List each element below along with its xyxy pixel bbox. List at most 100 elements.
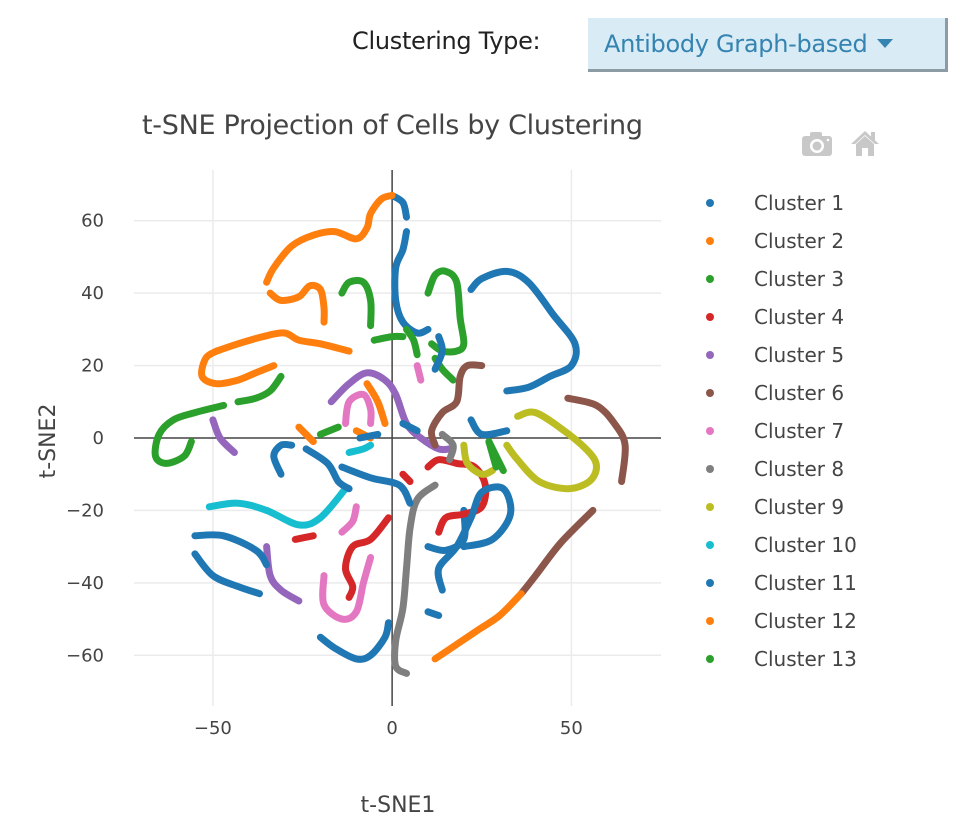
- legend-marker-icon: [706, 465, 714, 473]
- legend-item[interactable]: Cluster 8: [700, 450, 857, 488]
- clustering-type-value: Antibody Graph-based: [604, 29, 868, 58]
- cell-points: [431, 590, 525, 663]
- legend-label: Cluster 2: [754, 229, 845, 253]
- series-cluster-9[interactable]: [460, 408, 600, 493]
- series-cluster-2[interactable]: [198, 191, 396, 446]
- cell-points: [434, 483, 515, 594]
- cell-points: [263, 543, 303, 605]
- legend-label: Cluster 13: [754, 647, 857, 671]
- series-cluster-1[interactable]: [388, 191, 469, 555]
- series-cluster-6[interactable]: [427, 361, 629, 598]
- legend-marker-icon: [706, 351, 714, 359]
- cell-points: [467, 267, 580, 395]
- camera-icon[interactable]: [800, 128, 834, 158]
- cell-points: [319, 554, 375, 623]
- cell-points: [391, 228, 432, 337]
- series-cluster-12[interactable]: [431, 590, 525, 663]
- cell-points: [424, 456, 490, 536]
- cell-points: [460, 441, 496, 478]
- legend-item[interactable]: Cluster 9: [700, 488, 857, 526]
- modebar: [800, 128, 882, 158]
- cell-points: [467, 416, 511, 439]
- cell-points: [503, 408, 600, 493]
- legend-item[interactable]: Cluster 1: [700, 184, 857, 222]
- cell-points: [205, 485, 349, 529]
- cell-points: [338, 463, 414, 507]
- clustering-type-dropdown[interactable]: Antibody Graph-based: [588, 18, 948, 72]
- legend-item[interactable]: Cluster 13: [700, 640, 857, 678]
- legend-label: Cluster 3: [754, 267, 845, 291]
- cell-points: [342, 514, 392, 601]
- cell-points: [338, 277, 375, 330]
- cell-points: [345, 441, 375, 456]
- legend-label: Cluster 6: [754, 381, 845, 405]
- cell-points: [564, 394, 629, 485]
- legend-item[interactable]: Cluster 6: [700, 374, 857, 412]
- legend-label: Cluster 12: [754, 609, 857, 633]
- legend-marker-icon: [706, 617, 714, 625]
- cell-points: [316, 423, 342, 438]
- series-cluster-8[interactable]: [391, 430, 457, 677]
- legend-item[interactable]: Cluster 12: [700, 602, 857, 640]
- legend-label: Cluster 9: [754, 495, 845, 519]
- cell-points: [424, 267, 468, 356]
- legend-label: Cluster 10: [754, 533, 857, 557]
- caret-down-icon: [877, 39, 894, 48]
- legend-marker-icon: [706, 541, 714, 549]
- series-cluster-4[interactable]: [291, 456, 490, 601]
- legend-label: Cluster 11: [754, 571, 857, 595]
- cell-points: [198, 347, 278, 388]
- x-ticks: −50 0 50: [194, 718, 583, 739]
- cell-points: [485, 438, 500, 471]
- legend-marker-icon: [706, 199, 714, 207]
- home-icon[interactable]: [848, 128, 882, 158]
- y-ticks: 60 40 20 0 −20 −40 −60: [66, 211, 104, 667]
- cell-points: [431, 333, 446, 373]
- cell-points: [342, 390, 375, 427]
- series-cluster-5[interactable]: [209, 369, 453, 605]
- traces: [151, 191, 629, 677]
- x-axis-title: t-SNE1: [361, 793, 436, 818]
- cell-points: [270, 440, 296, 478]
- legend-item[interactable]: Cluster 11: [700, 564, 857, 602]
- legend-marker-icon: [706, 427, 714, 435]
- cell-points: [388, 191, 410, 221]
- legend-label: Cluster 8: [754, 457, 845, 481]
- series-cluster-11[interactable]: [191, 267, 580, 663]
- cell-points: [438, 430, 457, 464]
- legend-label: Cluster 4: [754, 305, 845, 329]
- series-cluster-13[interactable]: [485, 438, 500, 471]
- legend-marker-icon: [706, 275, 714, 283]
- y-tick-label: −40: [66, 573, 104, 594]
- cell-points: [302, 445, 353, 493]
- legend-item[interactable]: Cluster 5: [700, 336, 857, 374]
- legend-marker-icon: [706, 313, 714, 321]
- cell-points: [291, 532, 317, 543]
- legend: Cluster 1 Cluster 2 Cluster 3 Cluster 4 Clus…: [700, 184, 857, 678]
- y-tick-label: −60: [66, 645, 104, 666]
- legend-item[interactable]: Cluster 7: [700, 412, 857, 450]
- legend-item[interactable]: Cluster 10: [700, 526, 857, 564]
- cell-points: [356, 430, 382, 442]
- legend-item[interactable]: Cluster 2: [700, 222, 857, 260]
- y-tick-label: 0: [93, 428, 104, 449]
- series-cluster-7[interactable]: [319, 362, 425, 623]
- cell-points: [213, 329, 353, 355]
- cell-points: [413, 362, 425, 384]
- cell-points: [266, 281, 328, 326]
- series-cluster-10[interactable]: [205, 441, 375, 529]
- cell-points: [209, 416, 238, 456]
- cell-points: [399, 420, 421, 435]
- legend-label: Cluster 5: [754, 343, 845, 367]
- x-tick-label: 50: [560, 718, 583, 739]
- legend-item[interactable]: Cluster 4: [700, 298, 857, 336]
- legend-item[interactable]: Cluster 3: [700, 260, 857, 298]
- y-tick-label: 60: [81, 211, 104, 232]
- cell-points: [424, 608, 443, 619]
- chart-title: t-SNE Projection of Cells by Clustering: [142, 110, 643, 141]
- y-axis-title: t-SNE2: [36, 404, 61, 479]
- cell-points: [234, 372, 285, 406]
- cell-points: [403, 325, 421, 359]
- cell-points: [295, 423, 317, 446]
